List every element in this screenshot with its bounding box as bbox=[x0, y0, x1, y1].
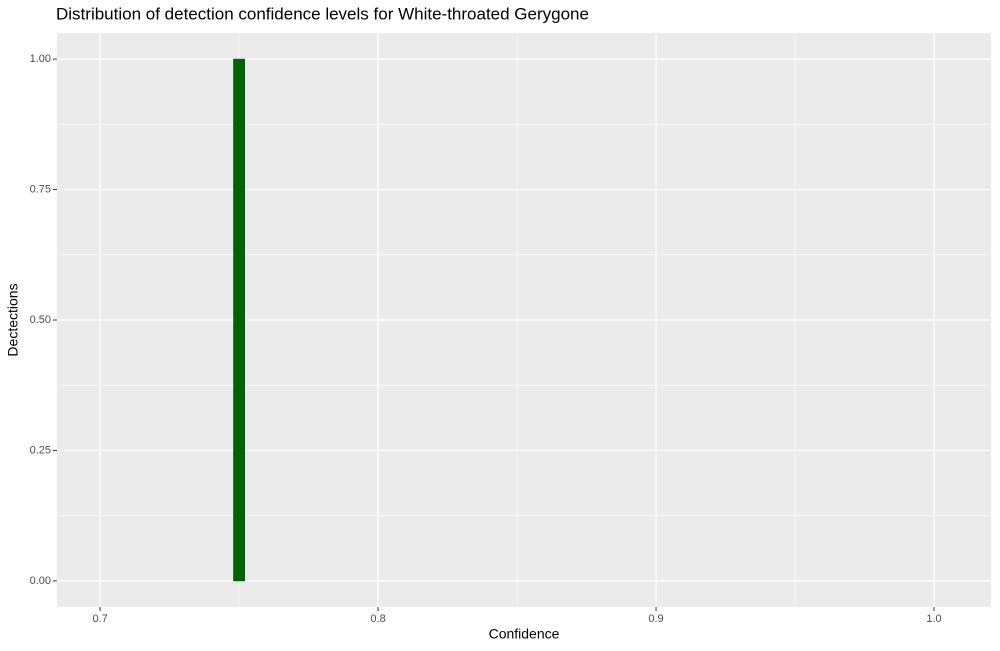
x-axis-label: Confidence bbox=[489, 626, 560, 642]
y-tick-label: 0.25 bbox=[30, 444, 51, 456]
bar bbox=[233, 58, 245, 582]
x-tick-label: 0.9 bbox=[648, 613, 663, 625]
y-tick-label: 0.50 bbox=[30, 314, 51, 326]
y-tick-label: 0.75 bbox=[30, 183, 51, 195]
y-axis-label: Dectections bbox=[5, 283, 21, 356]
y-tick-label: 1.00 bbox=[30, 53, 51, 65]
x-tick-label: 0.8 bbox=[370, 613, 385, 625]
chart-title: Distribution of detection confidence lev… bbox=[56, 4, 589, 23]
y-tick-label: 0.00 bbox=[30, 575, 51, 587]
x-tick-label: 0.7 bbox=[92, 613, 107, 625]
x-tick-label: 1.0 bbox=[926, 613, 941, 625]
